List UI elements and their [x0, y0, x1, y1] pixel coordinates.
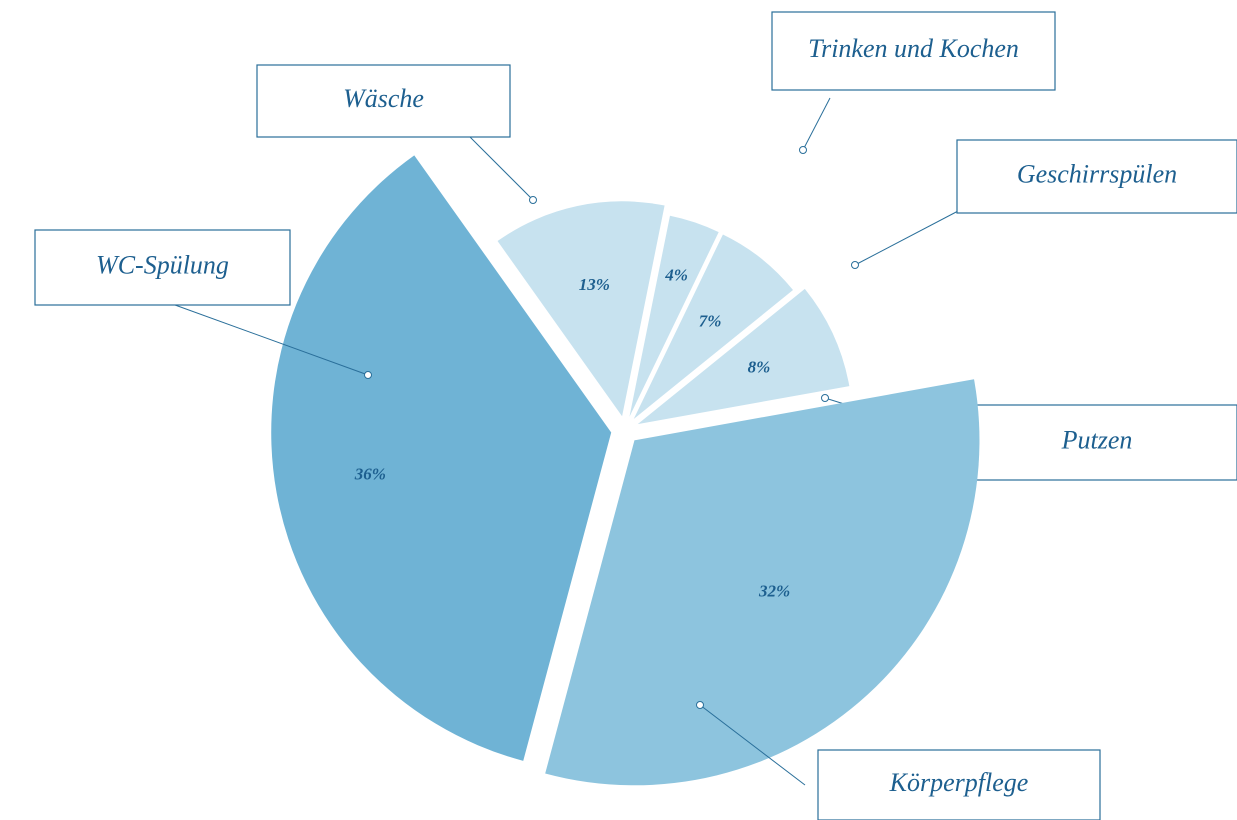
label-box	[34, 229, 291, 306]
category-label: Wäsche	[343, 84, 424, 113]
leader-dot	[851, 261, 859, 269]
label-box	[956, 404, 1237, 481]
pie-slice	[629, 215, 719, 417]
leader-line	[174, 304, 369, 376]
value-label: 8%	[748, 358, 771, 377]
category-label: Körperpflege	[889, 768, 1029, 797]
label-box	[956, 139, 1237, 214]
leader-dot	[799, 146, 807, 154]
value-label: 36%	[354, 465, 386, 484]
pie-slice	[497, 201, 665, 417]
category-label: Putzen	[1061, 425, 1133, 454]
leader-dot	[529, 196, 537, 204]
value-label: 13%	[579, 275, 610, 294]
pie-slice	[637, 288, 850, 425]
leader-line	[802, 97, 831, 151]
value-label: 32%	[758, 582, 790, 601]
leader-line	[854, 209, 961, 266]
category-label: Trinken und Kochen	[808, 34, 1019, 63]
category-label: Geschirrspülen	[1017, 159, 1177, 188]
label-box	[771, 11, 1056, 91]
leader-dot	[364, 371, 372, 379]
label-box	[817, 749, 1101, 820]
label-box	[256, 64, 511, 138]
leader-dot	[696, 701, 704, 709]
category-label: WC-Spülung	[96, 250, 229, 279]
pie-slice	[545, 379, 980, 786]
leader-line	[469, 136, 534, 201]
leader-line	[699, 704, 806, 786]
leader-dot	[821, 394, 829, 402]
value-label: 7%	[699, 312, 722, 331]
pie-slice	[271, 155, 612, 761]
pie-slice	[633, 234, 794, 420]
value-label: 4%	[664, 266, 688, 285]
